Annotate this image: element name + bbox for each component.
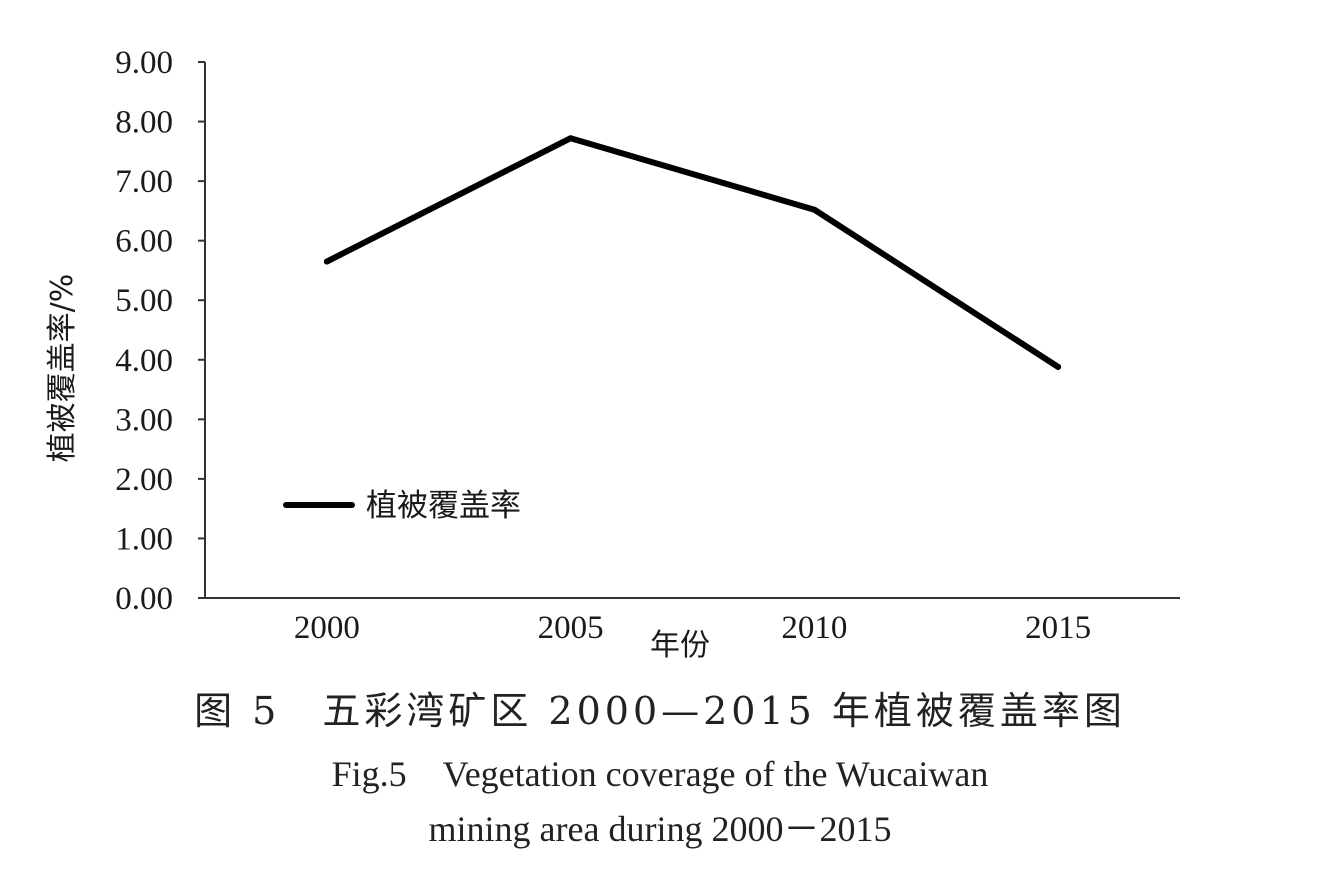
y-tick-label: 5.00	[115, 283, 173, 319]
legend-label-vegetation-coverage: 植被覆盖率	[366, 488, 521, 524]
y-tick-label: 4.00	[115, 343, 173, 379]
x-axis-title: 年份	[650, 628, 710, 663]
y-tick-label: 3.00	[115, 402, 173, 438]
y-tick-label: 7.00	[115, 164, 173, 200]
x-axis-ticks: 2000 2005 2010 2015	[294, 610, 1091, 646]
y-tick-label: 0.00	[115, 581, 173, 617]
legend: 植被覆盖率	[283, 488, 521, 524]
data-point-2000	[323, 258, 330, 265]
x-tick-label: 2010	[781, 610, 847, 646]
y-axis-title: 植被覆盖率/%	[45, 274, 80, 463]
y-axis-ticks: 0.00 1.00 2.00 3.00 4.00 5.00 6.00 7.00 8.00 9.00	[115, 45, 205, 617]
x-tick-label: 2005	[538, 610, 604, 646]
y-tick-label: 1.00	[115, 521, 173, 557]
data-point-2015	[1055, 363, 1062, 370]
x-tick-label: 2015	[1025, 610, 1091, 646]
x-tick-label: 2000	[294, 610, 360, 646]
y-tick-label: 2.00	[115, 462, 173, 498]
y-tick-label: 6.00	[115, 224, 173, 260]
figure-caption-english-line-1: Fig.5 Vegetation coverage of the Wucaiwa…	[331, 754, 989, 794]
data-point-2010	[811, 206, 818, 213]
series-line-vegetation-coverage	[323, 135, 1062, 370]
data-points	[323, 135, 1062, 370]
figure-caption-english-line-2: mining area during 2000－2015	[428, 809, 892, 849]
figure-caption-chinese: 图 5 五彩湾矿区 2000—2015 年植被覆盖率图	[194, 689, 1126, 733]
y-tick-label: 9.00	[115, 45, 173, 81]
y-tick-label: 8.00	[115, 105, 173, 141]
data-point-2005	[567, 135, 574, 142]
